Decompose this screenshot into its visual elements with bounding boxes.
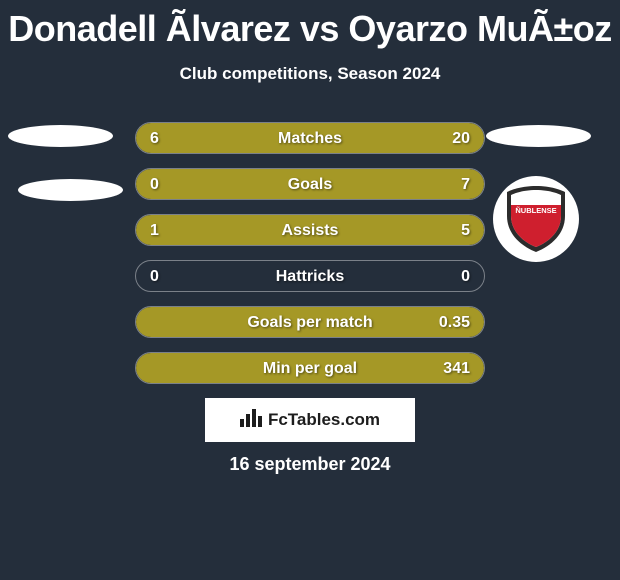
shield-icon: ÑUBLENSE <box>503 184 569 254</box>
logo-placeholder-left-2 <box>18 179 123 201</box>
stat-label: Hattricks <box>136 261 484 292</box>
page-subtitle: Club competitions, Season 2024 <box>0 64 620 84</box>
club-badge-text: ÑUBLENSE <box>515 206 556 215</box>
stat-row: 07Goals <box>135 168 485 200</box>
stat-row: 00Hattricks <box>135 260 485 292</box>
brand-badge: FcTables.com <box>205 398 415 442</box>
club-badge: ÑUBLENSE <box>493 176 579 262</box>
date-text: 16 september 2024 <box>0 454 620 475</box>
logo-placeholder-left-1 <box>8 125 113 147</box>
stat-row: 341Min per goal <box>135 352 485 384</box>
stat-row: 0.35Goals per match <box>135 306 485 338</box>
stat-label: Matches <box>136 123 484 154</box>
brand-text: FcTables.com <box>268 410 380 430</box>
stat-label: Goals per match <box>136 307 484 338</box>
stat-row: 620Matches <box>135 122 485 154</box>
logo-placeholder-right-1 <box>486 125 591 147</box>
stat-label: Goals <box>136 169 484 200</box>
stats-table: 620Matches 07Goals 15Assists 00Hattricks 0.3… <box>135 122 485 398</box>
bar-chart-icon <box>240 409 262 432</box>
stat-label: Min per goal <box>136 353 484 384</box>
stat-label: Assists <box>136 215 484 246</box>
stat-row: 15Assists <box>135 214 485 246</box>
page-title: Donadell Ãlvarez vs Oyarzo MuÃ±oz <box>0 0 620 50</box>
